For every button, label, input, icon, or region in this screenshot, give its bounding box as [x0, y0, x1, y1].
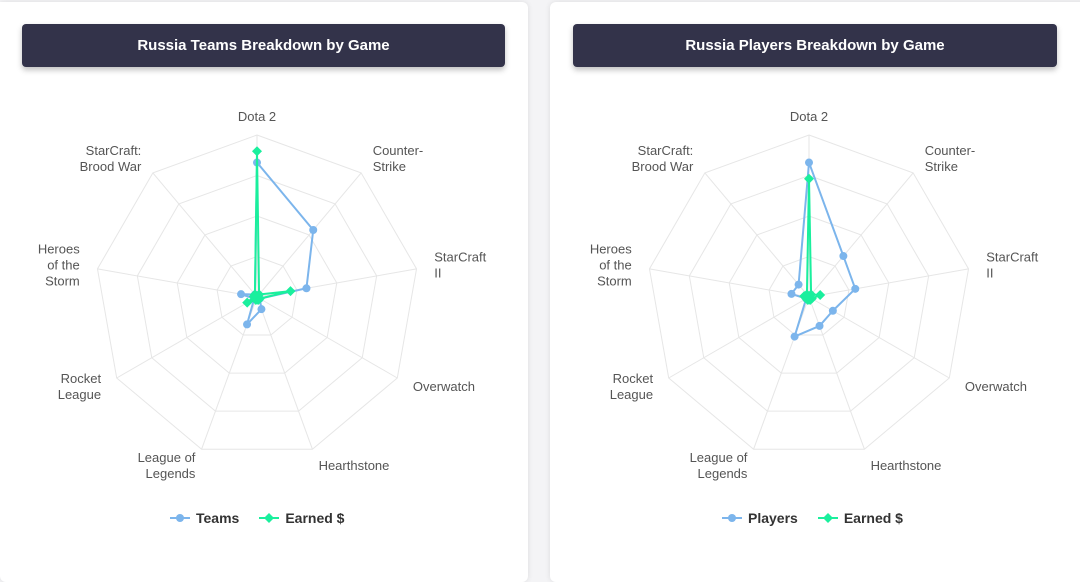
legend-item-earned[interactable]: Earned $ [259, 510, 344, 526]
axis-label-starcraft-brood-war: StarCraft: Brood War [632, 143, 694, 174]
grid-ring [216, 255, 298, 336]
data-point-earned-starcraft-brood-war [801, 289, 812, 300]
grid-spoke [808, 172, 914, 298]
teams-chart-panel: Russia Teams Breakdown by Game Dota 2 Cou… [0, 2, 528, 582]
data-point-earned-starcraft-ii [285, 286, 296, 297]
data-point-earned-starcraft-ii [815, 290, 826, 301]
grid-ring [728, 215, 890, 374]
data-point-players-overwatch [828, 306, 837, 315]
axis-label-starcraft-ii: StarCraft II [986, 250, 1038, 281]
axis-label-heroes-of-the-storm: Heroes of the Storm [38, 242, 80, 289]
players-radar-chart: Dota 2 Counter-Strike StarCraft II Overwatch… [590, 109, 1039, 481]
legend-label: Players [748, 510, 798, 526]
data-point-players-league-of-legends [790, 332, 799, 341]
data-point-earned-dota-2 [804, 173, 814, 184]
teams-radar-chart: Dota 2 Counter-Strike StarCraft II Overwatch… [38, 109, 487, 481]
legend-line-circle-icon [170, 514, 190, 522]
data-point-players-hearthstone [815, 321, 824, 330]
axis-label-counter-strike: Counter-Strike [925, 143, 976, 174]
data-point-players-heroes-of-the-storm [787, 289, 796, 298]
axis-label-overwatch: Overwatch [413, 379, 475, 394]
chart-title: Russia Teams Breakdown by Game [22, 24, 505, 67]
axis-label-dota-2: Dota 2 [790, 109, 828, 124]
data-point-earned-rocket-league [242, 297, 253, 308]
data-point-players-starcraft-ii [851, 284, 860, 293]
data-point-teams-heroes-of-the-storm [237, 290, 246, 299]
grid-spoke [256, 172, 362, 298]
grid-spoke [808, 268, 969, 298]
grid-spoke [116, 296, 258, 379]
legend-label: Earned $ [843, 510, 903, 526]
axis-label-league-of-legends: League of Legends [690, 450, 748, 481]
players-chart-panel: Russia Players Breakdown by Game Dota 2 C… [550, 2, 1080, 582]
series-line-earned [246, 150, 292, 304]
grid-ring [96, 134, 418, 450]
chart-title: Russia Players Breakdown by Game [573, 24, 1057, 67]
data-point-teams-league-of-legends [243, 320, 252, 329]
grid-spoke [668, 296, 810, 379]
legend-line-diamond-icon [817, 513, 838, 523]
data-point-players-counter-strike [839, 252, 848, 261]
data-point-teams-hearthstone [257, 305, 266, 314]
axis-label-counter-strike: Counter-Strike [373, 143, 424, 174]
grid-ring [136, 174, 378, 412]
series-line-teams [240, 161, 315, 326]
legend-item-earned[interactable]: Earned $ [817, 510, 903, 526]
data-point-players-starcraft-brood-war [794, 280, 803, 289]
legend-line-diamond-icon [259, 513, 280, 523]
grid-ring [648, 134, 970, 450]
legend-label: Teams [196, 510, 240, 526]
axis-label-dota-2: Dota 2 [238, 109, 276, 124]
chart-legend: Teams Earned $ [170, 507, 344, 529]
grid-ring [688, 174, 930, 412]
data-point-earned-starcraft-brood-war [249, 289, 260, 300]
grid-spoke [97, 268, 258, 298]
axis-label-rocket-league: Rocket League [610, 371, 654, 402]
series-line-players [790, 161, 857, 338]
axis-label-starcraft-brood-war: StarCraft: Brood War [80, 143, 142, 174]
data-point-players-dota-2 [805, 158, 813, 167]
data-point-teams-counter-strike [309, 225, 318, 234]
axis-label-overwatch: Overwatch [965, 379, 1027, 394]
legend-label: Earned $ [285, 510, 345, 526]
legend-line-circle-icon [722, 514, 742, 522]
data-point-earned-dota-2 [252, 146, 262, 157]
axis-label-starcraft-ii: StarCraft II [434, 250, 486, 281]
axis-label-rocket-league: Rocket League [58, 371, 102, 402]
grid-spoke [152, 172, 258, 298]
data-point-teams-starcraft-ii [302, 284, 311, 293]
axis-label-hearthstone: Hearthstone [871, 458, 942, 473]
legend-item-players[interactable]: Players [722, 510, 798, 526]
grid-spoke [704, 172, 810, 298]
legend-item-teams[interactable]: Teams [170, 510, 239, 526]
grid-ring [768, 255, 850, 336]
grid-spoke [649, 268, 810, 298]
axis-label-hearthstone: Hearthstone [319, 458, 390, 473]
chart-legend: Players Earned $ [722, 507, 903, 529]
grid-ring [176, 215, 338, 374]
grid-spoke [256, 296, 398, 379]
axis-label-league-of-legends: League of Legends [138, 450, 196, 481]
axis-label-heroes-of-the-storm: Heroes of the Storm [590, 242, 632, 289]
grid-spoke [256, 296, 313, 450]
